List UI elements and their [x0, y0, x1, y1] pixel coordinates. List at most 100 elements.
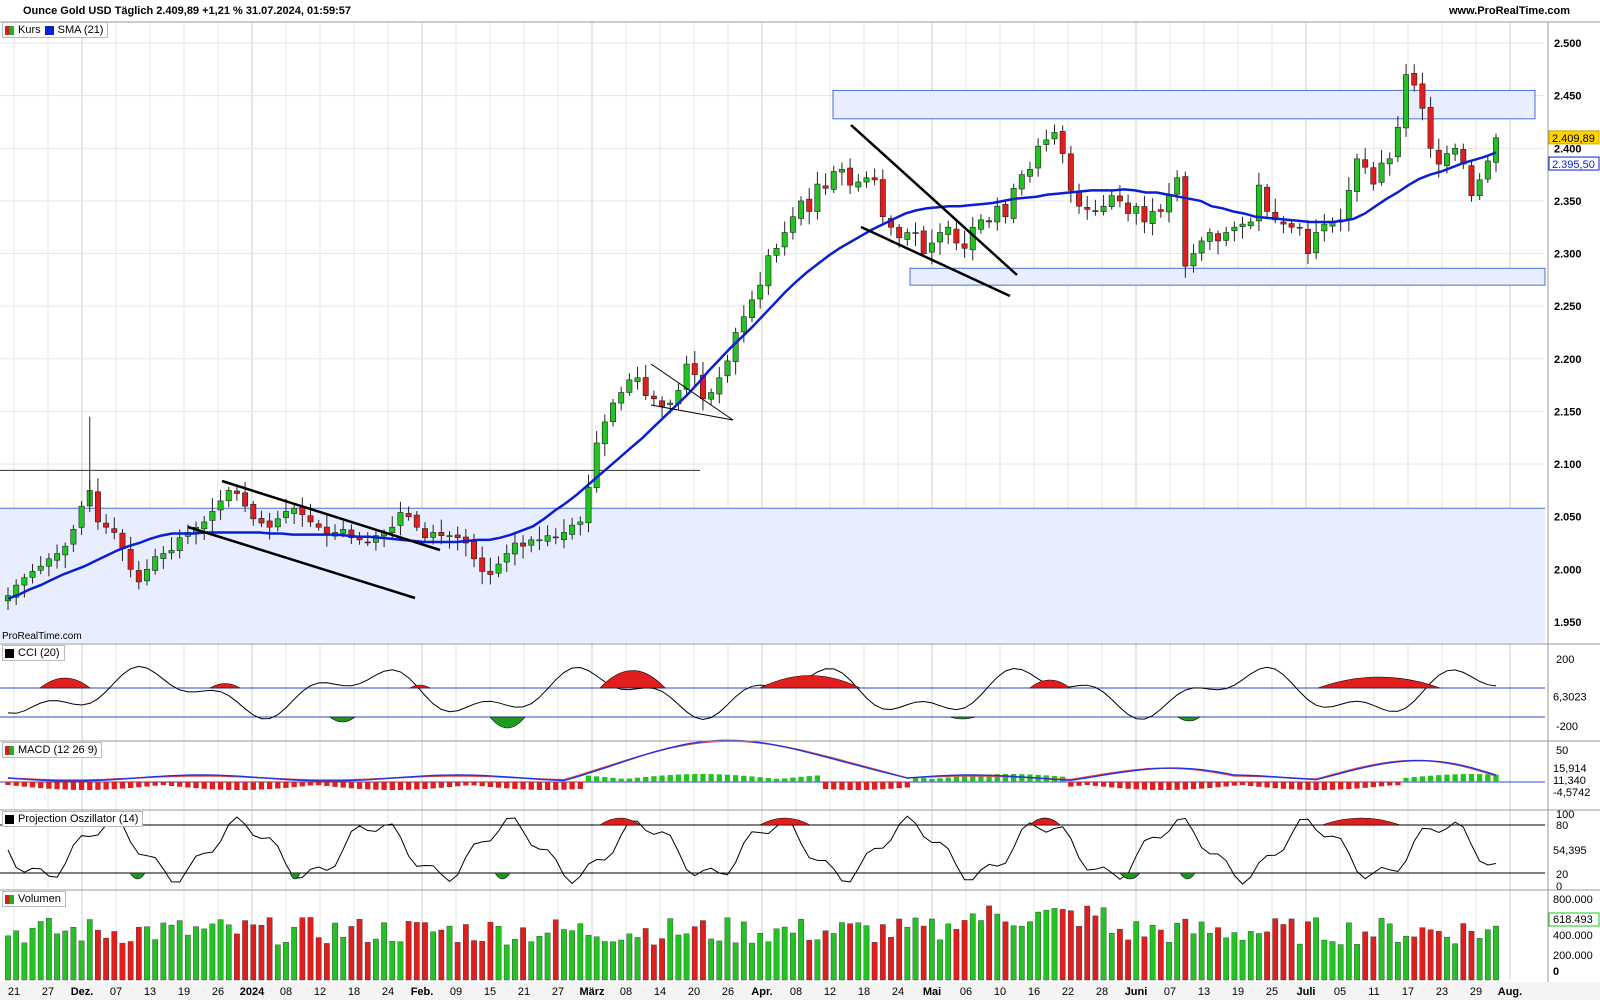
candle-body [1435, 149, 1442, 165]
volume-bar [1460, 923, 1467, 981]
macd-histogram-bar [1288, 782, 1295, 790]
macd-histogram-bar [618, 778, 624, 782]
candle-body [683, 363, 690, 390]
cci-overbought-area [1317, 676, 1441, 689]
macd-histogram-bar [1305, 782, 1311, 790]
x-tick-label: Apr. [751, 986, 772, 998]
volume-bar [904, 926, 911, 981]
x-tick-label: 09 [450, 986, 462, 998]
macd-histogram-bar [1411, 777, 1417, 782]
watermark: ProRealTime.com [2, 631, 82, 642]
macd-histogram-bar [1476, 774, 1483, 782]
candle-body [953, 228, 960, 244]
candle-body [593, 442, 600, 488]
volume-bar [724, 917, 731, 981]
macd-histogram-bar [209, 782, 216, 790]
volume-bar [1182, 918, 1189, 981]
macd-histogram-bar [168, 782, 175, 786]
volume-bar [1329, 941, 1336, 981]
volume-bar [438, 929, 445, 981]
volume-bar [111, 931, 118, 981]
candle-body [1313, 232, 1320, 254]
volume-bar [732, 942, 739, 981]
macd-histogram-bar [1419, 776, 1426, 782]
macd-histogram-bar [1468, 774, 1475, 782]
cci-oversold-area [329, 716, 356, 723]
macd-histogram-bar [1329, 782, 1336, 790]
legend-volume[interactable]: Volumen [2, 891, 66, 907]
projection-overbought-area [758, 817, 812, 826]
volume-bar [1067, 910, 1074, 981]
x-tick-label: Feb. [411, 986, 434, 998]
volume-bar [1411, 936, 1418, 981]
volume-bar [503, 944, 510, 981]
volume-bar [209, 923, 216, 981]
legend-macd[interactable]: MACD (12 26 9) [2, 742, 103, 758]
macd-histogram-bar [847, 782, 853, 790]
volume-bar [969, 913, 976, 981]
macd-histogram-bar [1272, 782, 1278, 789]
candle-body [1166, 195, 1172, 213]
volume-bar [29, 927, 36, 981]
volume-bar [1476, 938, 1483, 981]
candle-body [1484, 160, 1491, 180]
legend-macd-label: MACD (12 26 9) [18, 744, 98, 756]
volume-bar [806, 940, 813, 981]
projection-icon [5, 814, 14, 824]
macd-histogram-bar [814, 775, 821, 782]
price-tick-label: 2.000 [1554, 564, 1582, 576]
candle-body [1370, 167, 1377, 185]
candle-body [364, 541, 371, 544]
macd-histogram-bar [299, 782, 305, 787]
candle-body [838, 169, 845, 173]
candle-body [495, 563, 502, 574]
x-tick-label: 14 [654, 986, 666, 998]
macd-histogram-bar [1076, 782, 1082, 786]
macd-histogram-bar [569, 782, 575, 790]
volume-bar [487, 921, 494, 981]
candle-body [634, 377, 641, 383]
macd-histogram-bar [95, 782, 101, 790]
macd-histogram-bar [21, 782, 28, 787]
legend-price[interactable]: Kurs SMA (21) [2, 22, 109, 38]
volume-bar [1190, 933, 1197, 981]
macd-histogram-bar [275, 782, 281, 789]
volume-bar [1427, 929, 1434, 981]
x-tick-label: 08 [790, 986, 802, 998]
candle-body [740, 316, 747, 333]
volume-bar [830, 933, 837, 981]
candle-body [389, 526, 396, 533]
volume-bar [340, 936, 347, 981]
volume-bar [798, 919, 804, 981]
macd-histogram-bar [683, 774, 690, 782]
trend-line [221, 479, 441, 552]
macd-histogram-bar [365, 782, 371, 790]
macd-histogram-bar [144, 782, 150, 787]
volume-bar [471, 940, 477, 981]
macd-histogram-bar [594, 776, 600, 782]
macd-histogram-bar [692, 774, 698, 782]
candle-body [1125, 202, 1132, 214]
macd-histogram-bar [912, 777, 919, 782]
legend-projection[interactable]: Projection Oszillator (14) [2, 811, 144, 827]
candle-body [544, 535, 551, 542]
site-link[interactable]: www.ProRealTime.com [1448, 5, 1570, 17]
macd-histogram-bar [1321, 782, 1327, 790]
macd-histogram-bar [438, 782, 444, 788]
x-tick-label: 22 [1062, 986, 1074, 998]
macd-histogram-bar [479, 782, 485, 787]
legend-cci-label: CCI (20) [18, 647, 60, 659]
volume-bar [307, 917, 314, 981]
x-tick-label: 19 [178, 986, 190, 998]
volume-bar [879, 924, 886, 981]
candle-body [1345, 190, 1352, 220]
volume-bar [356, 919, 363, 981]
candle-body [928, 242, 935, 253]
legend-cci[interactable]: CCI (20) [2, 645, 65, 661]
x-tick-label: März [579, 986, 605, 998]
price-tick-label: 2.400 [1554, 143, 1582, 155]
macd-histogram-bar [520, 782, 526, 790]
macd-histogram-bar [405, 782, 412, 790]
volume-bar [847, 923, 853, 981]
